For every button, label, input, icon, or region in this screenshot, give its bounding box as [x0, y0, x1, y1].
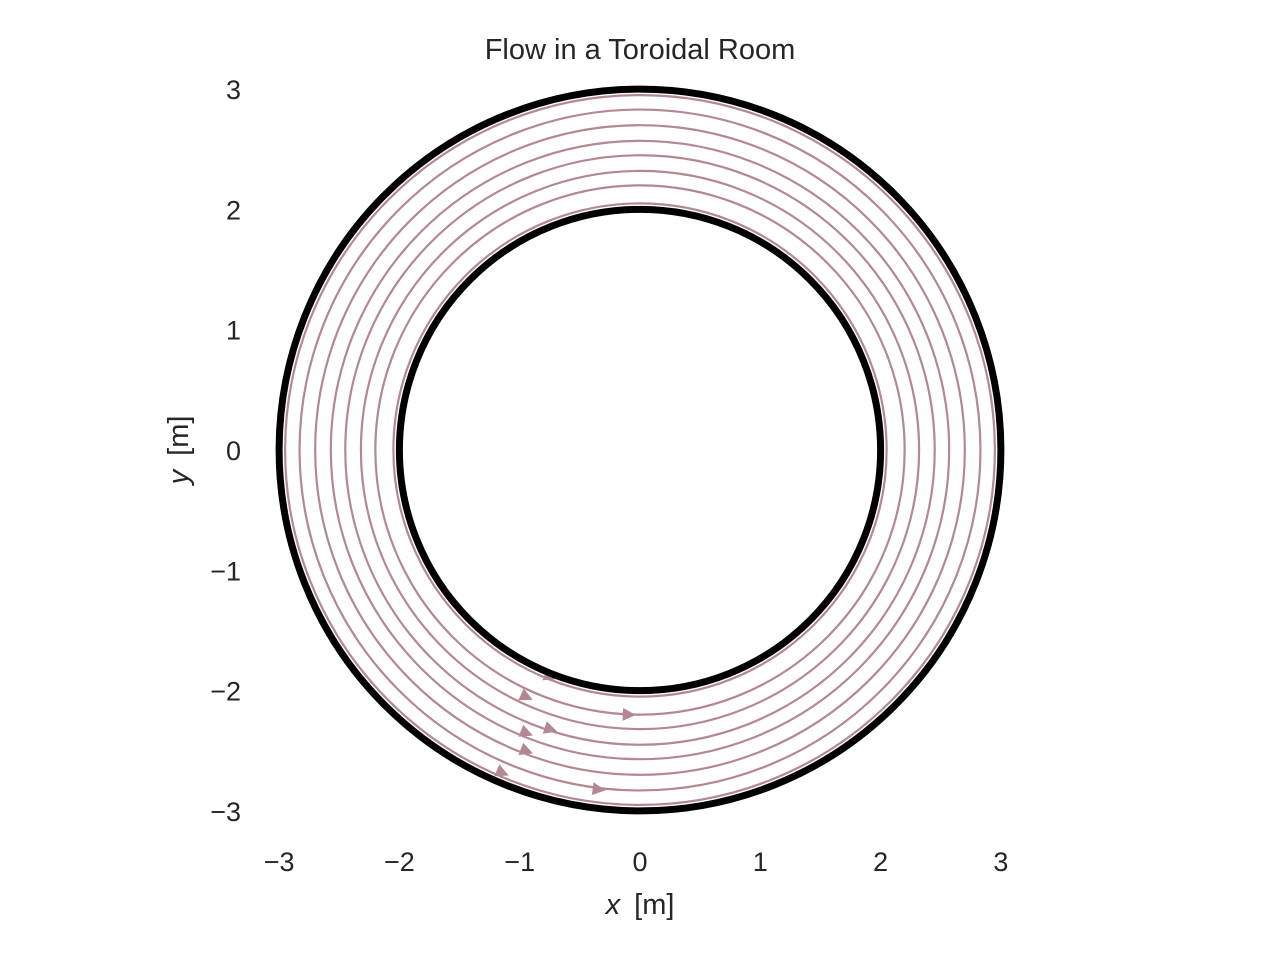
x-tick-labels: −3 −2 −1 0 1 2 3 — [264, 847, 1009, 877]
flow-arrow-4 — [518, 724, 533, 737]
y-axis-unit: [m] — [163, 416, 195, 456]
chart-title: Flow in a Toroidal Room — [485, 34, 796, 66]
streamline-0 — [392, 202, 888, 698]
x-tick-label: 3 — [993, 847, 1008, 877]
streamlines-group — [284, 94, 996, 806]
y-tick-label: 3 — [226, 75, 241, 105]
y-tick-label: 2 — [226, 195, 241, 225]
walls-group — [275, 85, 1005, 815]
flow-arrow-5 — [518, 742, 533, 755]
flow-arrow-2 — [622, 707, 636, 721]
y-tick-label: 1 — [226, 316, 241, 346]
y-tick-label: −2 — [210, 677, 241, 707]
x-tick-label: −3 — [264, 847, 295, 877]
x-tick-label: 1 — [753, 847, 768, 877]
y-tick-label: −1 — [210, 556, 241, 586]
y-tick-labels: −3 −2 −1 0 1 2 3 — [210, 75, 241, 827]
streamline-1 — [374, 184, 906, 716]
x-axis-label: x [m] — [604, 889, 675, 921]
streamline-5 — [314, 124, 966, 776]
streamline-6 — [298, 108, 982, 792]
streamline-4 — [329, 139, 951, 761]
inner-wall — [395, 205, 885, 695]
streamline-2 — [359, 169, 921, 731]
flow-arrow-1 — [518, 688, 533, 701]
streamline-7 — [284, 94, 996, 806]
x-tick-label: 0 — [632, 847, 647, 877]
flow-arrow-7 — [591, 782, 606, 796]
outer-wall — [275, 85, 1005, 815]
flow-arrow-6 — [494, 764, 509, 777]
x-axis-variable: x — [604, 889, 622, 921]
x-tick-label: −1 — [504, 847, 535, 877]
y-axis-label: y [m] — [163, 416, 195, 487]
y-tick-label: 0 — [226, 436, 241, 466]
streamline-3 — [344, 154, 936, 746]
x-tick-label: 2 — [873, 847, 888, 877]
y-axis-variable: y — [163, 468, 195, 486]
x-tick-label: −2 — [384, 847, 415, 877]
x-axis-unit: [m] — [634, 889, 674, 921]
flow-arrow-3 — [542, 721, 558, 734]
y-tick-label: −3 — [210, 797, 241, 827]
